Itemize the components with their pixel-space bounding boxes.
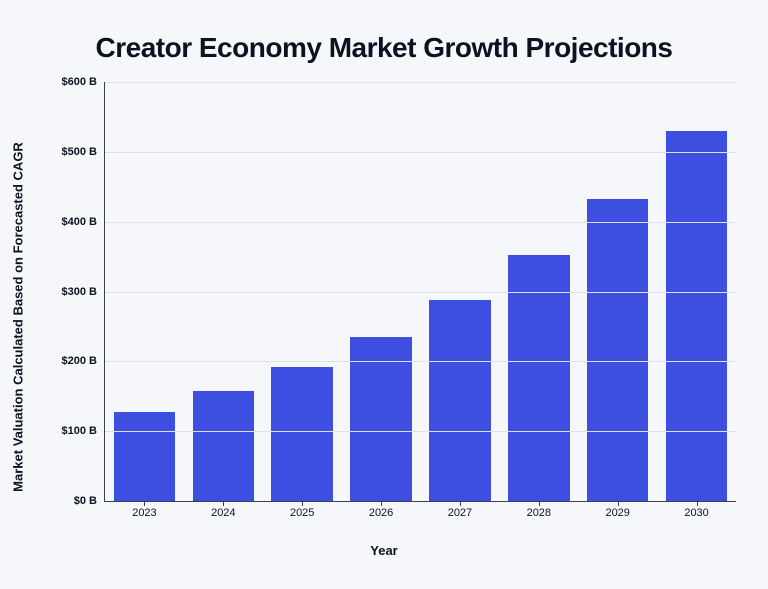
y-tick-label: $400 B [62, 216, 97, 228]
bar [429, 300, 491, 501]
x-tick-mark [223, 501, 224, 506]
bar [193, 391, 255, 501]
chart-area: Market Valuation Calculated Based on For… [24, 82, 744, 552]
x-tick-label: 2026 [369, 507, 393, 519]
x-tick-mark [697, 501, 698, 506]
grid-line [105, 431, 736, 432]
y-tick-label: $600 B [62, 76, 97, 88]
y-tick-label: $0 B [74, 495, 97, 507]
grid-line [105, 292, 736, 293]
x-tick-label: 2023 [132, 507, 156, 519]
x-axis-label: Year [370, 543, 397, 558]
x-tick-label: 2024 [211, 507, 235, 519]
x-tick-mark [302, 501, 303, 506]
x-tick-mark [618, 501, 619, 506]
x-tick-label: 2025 [290, 507, 314, 519]
x-tick-label: 2030 [684, 507, 708, 519]
chart-title: Creator Economy Market Growth Projection… [24, 32, 744, 64]
grid-line [105, 361, 736, 362]
y-axis-label: Market Valuation Calculated Based on For… [11, 142, 26, 492]
y-tick-label: $100 B [62, 425, 97, 437]
x-tick-label: 2028 [527, 507, 551, 519]
x-tick-mark [144, 501, 145, 506]
y-tick-label: $300 B [62, 286, 97, 298]
grid-line [105, 222, 736, 223]
x-tick-mark [460, 501, 461, 506]
grid-line [105, 82, 736, 83]
y-tick-label: $200 B [62, 355, 97, 367]
x-tick-label: 2027 [448, 507, 472, 519]
x-tick-label: 2029 [605, 507, 629, 519]
bar [271, 367, 333, 501]
bar [114, 412, 176, 501]
x-tick-mark [381, 501, 382, 506]
grid-line [105, 152, 736, 153]
bar [666, 131, 728, 501]
plot-region: $0 B$100 B$200 B$300 B$400 B$500 B$600 B… [104, 82, 736, 502]
chart-container: Creator Economy Market Growth Projection… [0, 0, 768, 589]
x-tick-mark [539, 501, 540, 506]
y-tick-label: $500 B [62, 146, 97, 158]
bar [587, 199, 649, 501]
